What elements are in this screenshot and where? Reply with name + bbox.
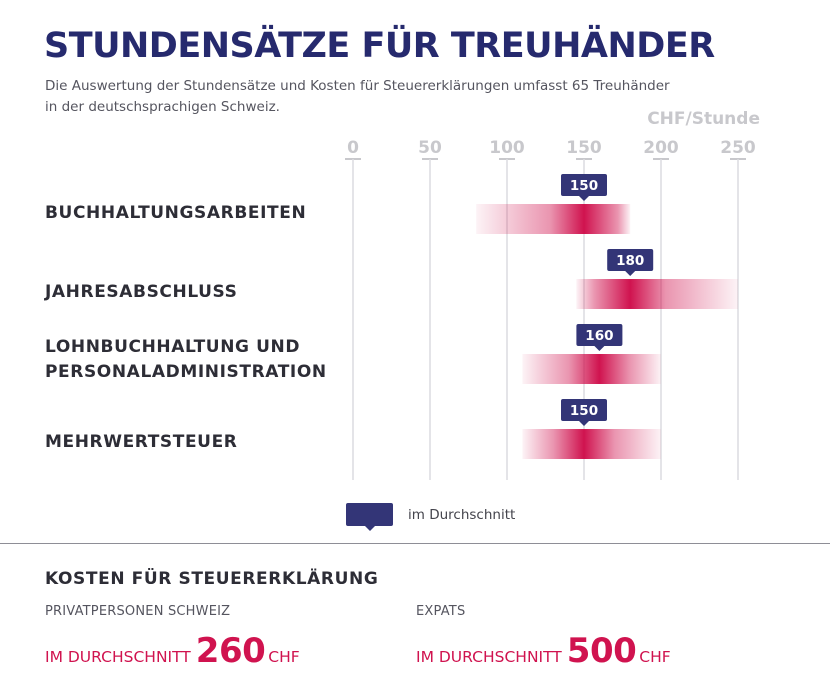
cost-prefix: IM DURCHSCHNITT	[45, 648, 191, 666]
cost-average-line: IM DURCHSCHNITT 260 CHF	[45, 631, 300, 671]
subtitle-line-2: in der deutschsprachigen Schweiz.	[45, 99, 280, 115]
average-badge-pointer	[579, 196, 589, 201]
category-label-lohnbuchhaltung: LOHNBUCHHALTUNG UND PERSONALADMINISTRATIO…	[45, 335, 327, 385]
cost-unit: CHF	[639, 648, 671, 666]
average-value-label: 150	[570, 178, 598, 194]
category-label-buchhaltung: BUCHHALTUNGSARBEITEN	[45, 203, 307, 223]
category-label-line-1: LOHNBUCHHALTUNG UND	[45, 337, 301, 357]
average-badge-pointer	[625, 271, 636, 276]
cost-group-label: PRIVATPERSONEN SCHWEIZ	[45, 604, 231, 619]
section-divider	[0, 543, 830, 544]
costs-title: KOSTEN FÜR STEUERERKLÄRUNG	[45, 569, 379, 589]
range-bar	[522, 354, 661, 384]
category-label-mehrwertsteuer: MEHRWERTSTEUER	[45, 432, 238, 452]
cost-value: 500	[566, 631, 637, 671]
average-value-label: 150	[570, 403, 598, 419]
x-tick-label: 0	[347, 138, 359, 158]
average-badge-pointer	[594, 346, 605, 351]
range-chart: 0 50 100 150 200 250 150 180 160 150	[345, 138, 756, 480]
range-bar	[522, 429, 661, 459]
x-tick-label: 100	[489, 138, 525, 158]
subtitle-line-1: Die Auswertung der Stundensätze und Kost…	[45, 78, 670, 94]
category-label-jahresabschluss: JAHRESABSCHLUSS	[45, 282, 238, 302]
cost-unit: CHF	[268, 648, 300, 666]
legend-average-swatch	[346, 503, 393, 531]
axis-unit-label: CHF/Stunde	[647, 109, 760, 129]
average-badge-pointer	[579, 421, 589, 426]
x-tick-label: 200	[643, 138, 679, 158]
cost-group-expats: EXPATS IM DURCHSCHNITT 500 CHF	[416, 604, 671, 671]
cost-value: 260	[195, 631, 266, 671]
range-bar	[476, 204, 631, 234]
average-badge	[607, 249, 654, 271]
page-subtitle: Die Auswertung der Stundensätze und Kost…	[45, 76, 685, 118]
legend-average-label: im Durchschnitt	[408, 507, 516, 523]
page-title: STUNDENSÄTZE FÜR TREUHÄNDER	[44, 26, 715, 66]
average-badge	[561, 399, 607, 421]
average-value-label: 160	[585, 328, 613, 344]
x-tick-label: 250	[720, 138, 756, 158]
category-label-line-2: PERSONALADMINISTRATION	[45, 362, 327, 382]
range-bar	[576, 279, 738, 309]
cost-group-label: EXPATS	[416, 604, 466, 619]
cost-group-privatpersonen: PRIVATPERSONEN SCHWEIZ IM DURCHSCHNITT 2…	[45, 604, 300, 671]
average-value-label: 180	[616, 253, 644, 269]
x-tick-label: 150	[566, 138, 602, 158]
x-tick-label: 50	[418, 138, 442, 158]
cost-prefix: IM DURCHSCHNITT	[416, 648, 562, 666]
average-badge	[576, 324, 623, 346]
average-badge	[561, 174, 607, 196]
cost-average-line: IM DURCHSCHNITT 500 CHF	[416, 631, 671, 671]
